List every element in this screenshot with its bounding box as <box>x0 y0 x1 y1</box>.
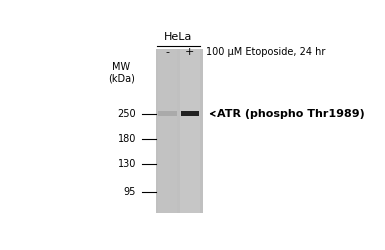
Text: MW
(kDa): MW (kDa) <box>108 62 135 83</box>
Text: -: - <box>166 47 169 57</box>
Bar <box>158 111 177 116</box>
Text: ATR (phospho Thr1989): ATR (phospho Thr1989) <box>217 109 365 119</box>
Text: 180: 180 <box>118 134 136 144</box>
Bar <box>158 49 177 213</box>
Text: 100 μM Etoposide, 24 hr: 100 μM Etoposide, 24 hr <box>206 47 326 57</box>
Text: 250: 250 <box>117 109 136 119</box>
Text: HeLa: HeLa <box>164 32 193 42</box>
Bar <box>181 111 199 116</box>
Text: +: + <box>185 47 194 57</box>
Bar <box>180 49 199 213</box>
Bar <box>156 49 203 213</box>
Text: 95: 95 <box>124 187 136 197</box>
Text: 130: 130 <box>118 159 136 169</box>
